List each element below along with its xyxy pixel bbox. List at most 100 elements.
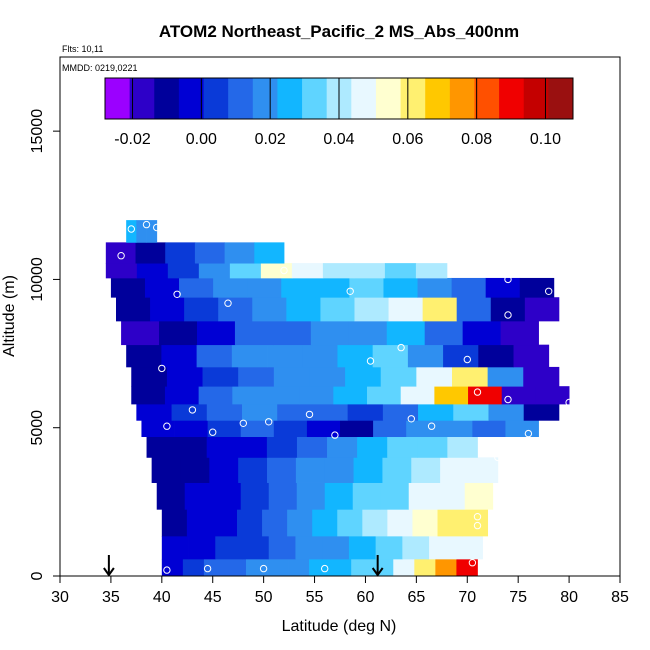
heatmap-cell <box>354 297 389 322</box>
colorbar-tick-label: 0.10 <box>530 131 561 148</box>
heatmap-cell <box>324 482 354 510</box>
colorbar-swatch <box>178 78 205 119</box>
heatmap-cell <box>487 366 524 387</box>
x-tick-label: 40 <box>153 589 171 606</box>
x-axis-label: Latitude (deg N) <box>282 618 397 635</box>
sample-point <box>321 564 329 573</box>
colorbar-swatch <box>203 78 229 119</box>
sample-point <box>265 418 273 426</box>
heatmap-cell <box>523 403 560 421</box>
heatmap-cell <box>372 344 409 368</box>
heatmap-cell <box>273 420 308 438</box>
heatmap-cell <box>382 403 419 421</box>
heatmap-cell <box>161 509 188 537</box>
heatmap-cell <box>252 297 287 322</box>
x-tick-label: 85 <box>611 589 629 606</box>
colorbar-swatch <box>129 78 155 119</box>
heatmap-cell <box>198 386 233 405</box>
heatmap-cell <box>234 320 274 346</box>
heatmap-cell <box>213 277 248 298</box>
heatmap-cell <box>229 263 262 279</box>
arrow-marker <box>103 555 115 577</box>
heatmap-cell <box>295 457 326 483</box>
sample-point <box>366 357 375 365</box>
heatmap-cell <box>452 366 489 387</box>
heatmap-cell <box>367 386 402 405</box>
heatmap-cell <box>281 277 316 298</box>
heatmap-cell <box>231 344 268 368</box>
chart-title: ATOM2 Northeast_Pacific_2 MS_Abs_400nm <box>159 22 519 41</box>
colorbar-swatch <box>228 78 254 119</box>
sample-point <box>427 422 436 430</box>
colorbar-swatch <box>499 78 525 119</box>
heatmap-cell <box>198 263 231 279</box>
heatmap-cell <box>380 482 410 510</box>
sample-point <box>163 422 171 430</box>
heatmap-cell <box>330 558 352 577</box>
x-tick-label: 50 <box>255 589 273 606</box>
heatmap-cell <box>352 482 382 510</box>
heatmap-cell <box>242 535 270 560</box>
heatmap-cell <box>291 263 324 279</box>
heatmap-cell <box>327 436 358 458</box>
x-tick-label: 35 <box>102 589 120 606</box>
heatmap-cell <box>295 535 323 560</box>
sample-point <box>407 415 415 423</box>
y-tick-label: 15000 <box>29 109 46 154</box>
heatmap-cell <box>247 277 282 298</box>
heatmap-cell <box>131 386 166 405</box>
sample-point <box>397 343 405 352</box>
heatmap-cell <box>387 436 418 458</box>
heatmap-cell <box>478 344 514 368</box>
sample-point <box>545 287 553 295</box>
heatmap-cell <box>464 482 494 510</box>
heatmap-cell <box>262 509 288 537</box>
heatmap-cell <box>105 263 138 279</box>
heatmap-cell <box>212 482 242 510</box>
heatmap-cell <box>451 277 487 298</box>
sample-point <box>188 406 197 414</box>
heatmap-cell <box>236 436 268 458</box>
x-tick-label: 55 <box>306 589 324 606</box>
heatmap-cell <box>315 277 350 298</box>
arrow-markers-layer <box>103 555 384 577</box>
heatmap-cell <box>237 509 263 537</box>
heatmap-cell <box>372 558 394 577</box>
sample-point <box>173 290 181 298</box>
sample-point <box>153 223 161 232</box>
heatmap-cell <box>156 482 186 510</box>
heatmap-cell <box>382 457 412 483</box>
heatmap-cell <box>266 436 298 458</box>
heatmap-cell <box>462 320 501 346</box>
heatmap-cell <box>375 535 403 560</box>
heatmap-cell <box>322 263 355 279</box>
heatmap-cell <box>349 277 384 298</box>
heatmap-cell <box>353 457 383 483</box>
colorbar-swatch <box>375 78 402 119</box>
heatmap-cell <box>267 457 297 483</box>
heatmap-cell <box>150 297 185 322</box>
x-tick-label: 80 <box>560 589 578 606</box>
heatmap-cell <box>146 436 178 458</box>
sample-point <box>127 225 136 233</box>
heatmap-cell <box>238 457 268 483</box>
heatmap-cell <box>383 277 418 298</box>
colorbar-swatch <box>154 78 180 119</box>
heatmap-cell <box>453 403 489 421</box>
sample-point <box>473 388 482 396</box>
heatmap-cell <box>447 436 478 458</box>
heatmap-cell <box>416 366 453 387</box>
plot-frame <box>59 56 621 577</box>
sample-point <box>142 220 151 229</box>
heatmap-cell <box>456 558 478 577</box>
heatmap-cell <box>188 535 216 560</box>
heatmap-cell <box>468 457 499 483</box>
heatmap-cell <box>406 420 440 438</box>
heatmap-cell <box>180 457 210 483</box>
sample-point <box>468 559 477 567</box>
heatmap-cell <box>417 277 453 298</box>
heatmap-cell <box>159 320 198 346</box>
heatmap-cell <box>505 420 539 438</box>
heatmap-cell <box>435 558 457 577</box>
heatmap-cell <box>535 386 570 405</box>
